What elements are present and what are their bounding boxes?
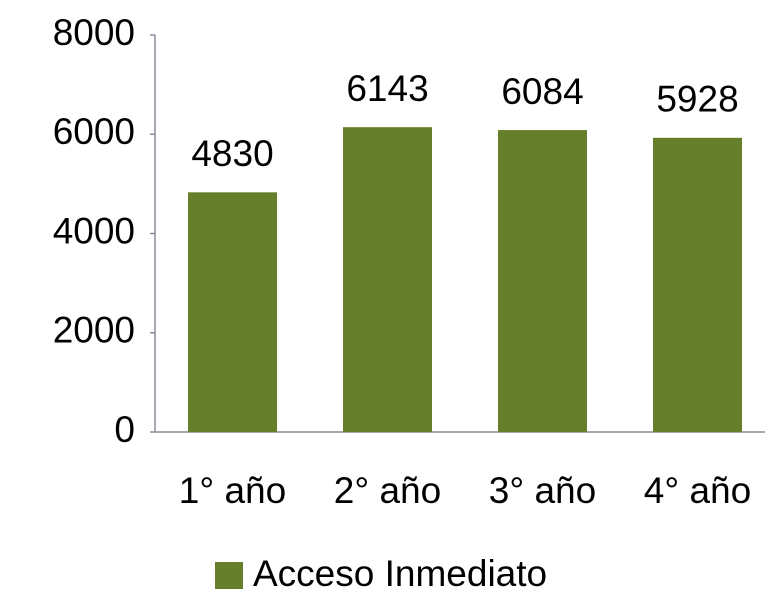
bar xyxy=(188,192,277,432)
y-tick-label: 6000 xyxy=(53,111,135,152)
value-label: 5928 xyxy=(656,79,738,120)
x-tick-label: 4° año xyxy=(644,470,751,511)
bar xyxy=(343,127,432,432)
legend-label: Acceso Inmediato xyxy=(253,553,547,589)
bar xyxy=(653,137,742,432)
x-tick-label: 1° año xyxy=(179,470,286,511)
legend-swatch xyxy=(215,562,243,589)
value-label: 6084 xyxy=(501,71,583,112)
y-tick-label: 4000 xyxy=(53,210,135,251)
y-tick-label: 2000 xyxy=(53,310,135,351)
x-tick-label: 2° año xyxy=(334,470,441,511)
value-label: 6143 xyxy=(346,68,428,109)
value-label: 4830 xyxy=(191,133,273,174)
y-tick-label: 0 xyxy=(114,409,135,450)
bar xyxy=(498,130,587,433)
x-tick-label: 3° año xyxy=(489,470,596,511)
y-tick-label: 8000 xyxy=(53,12,135,53)
